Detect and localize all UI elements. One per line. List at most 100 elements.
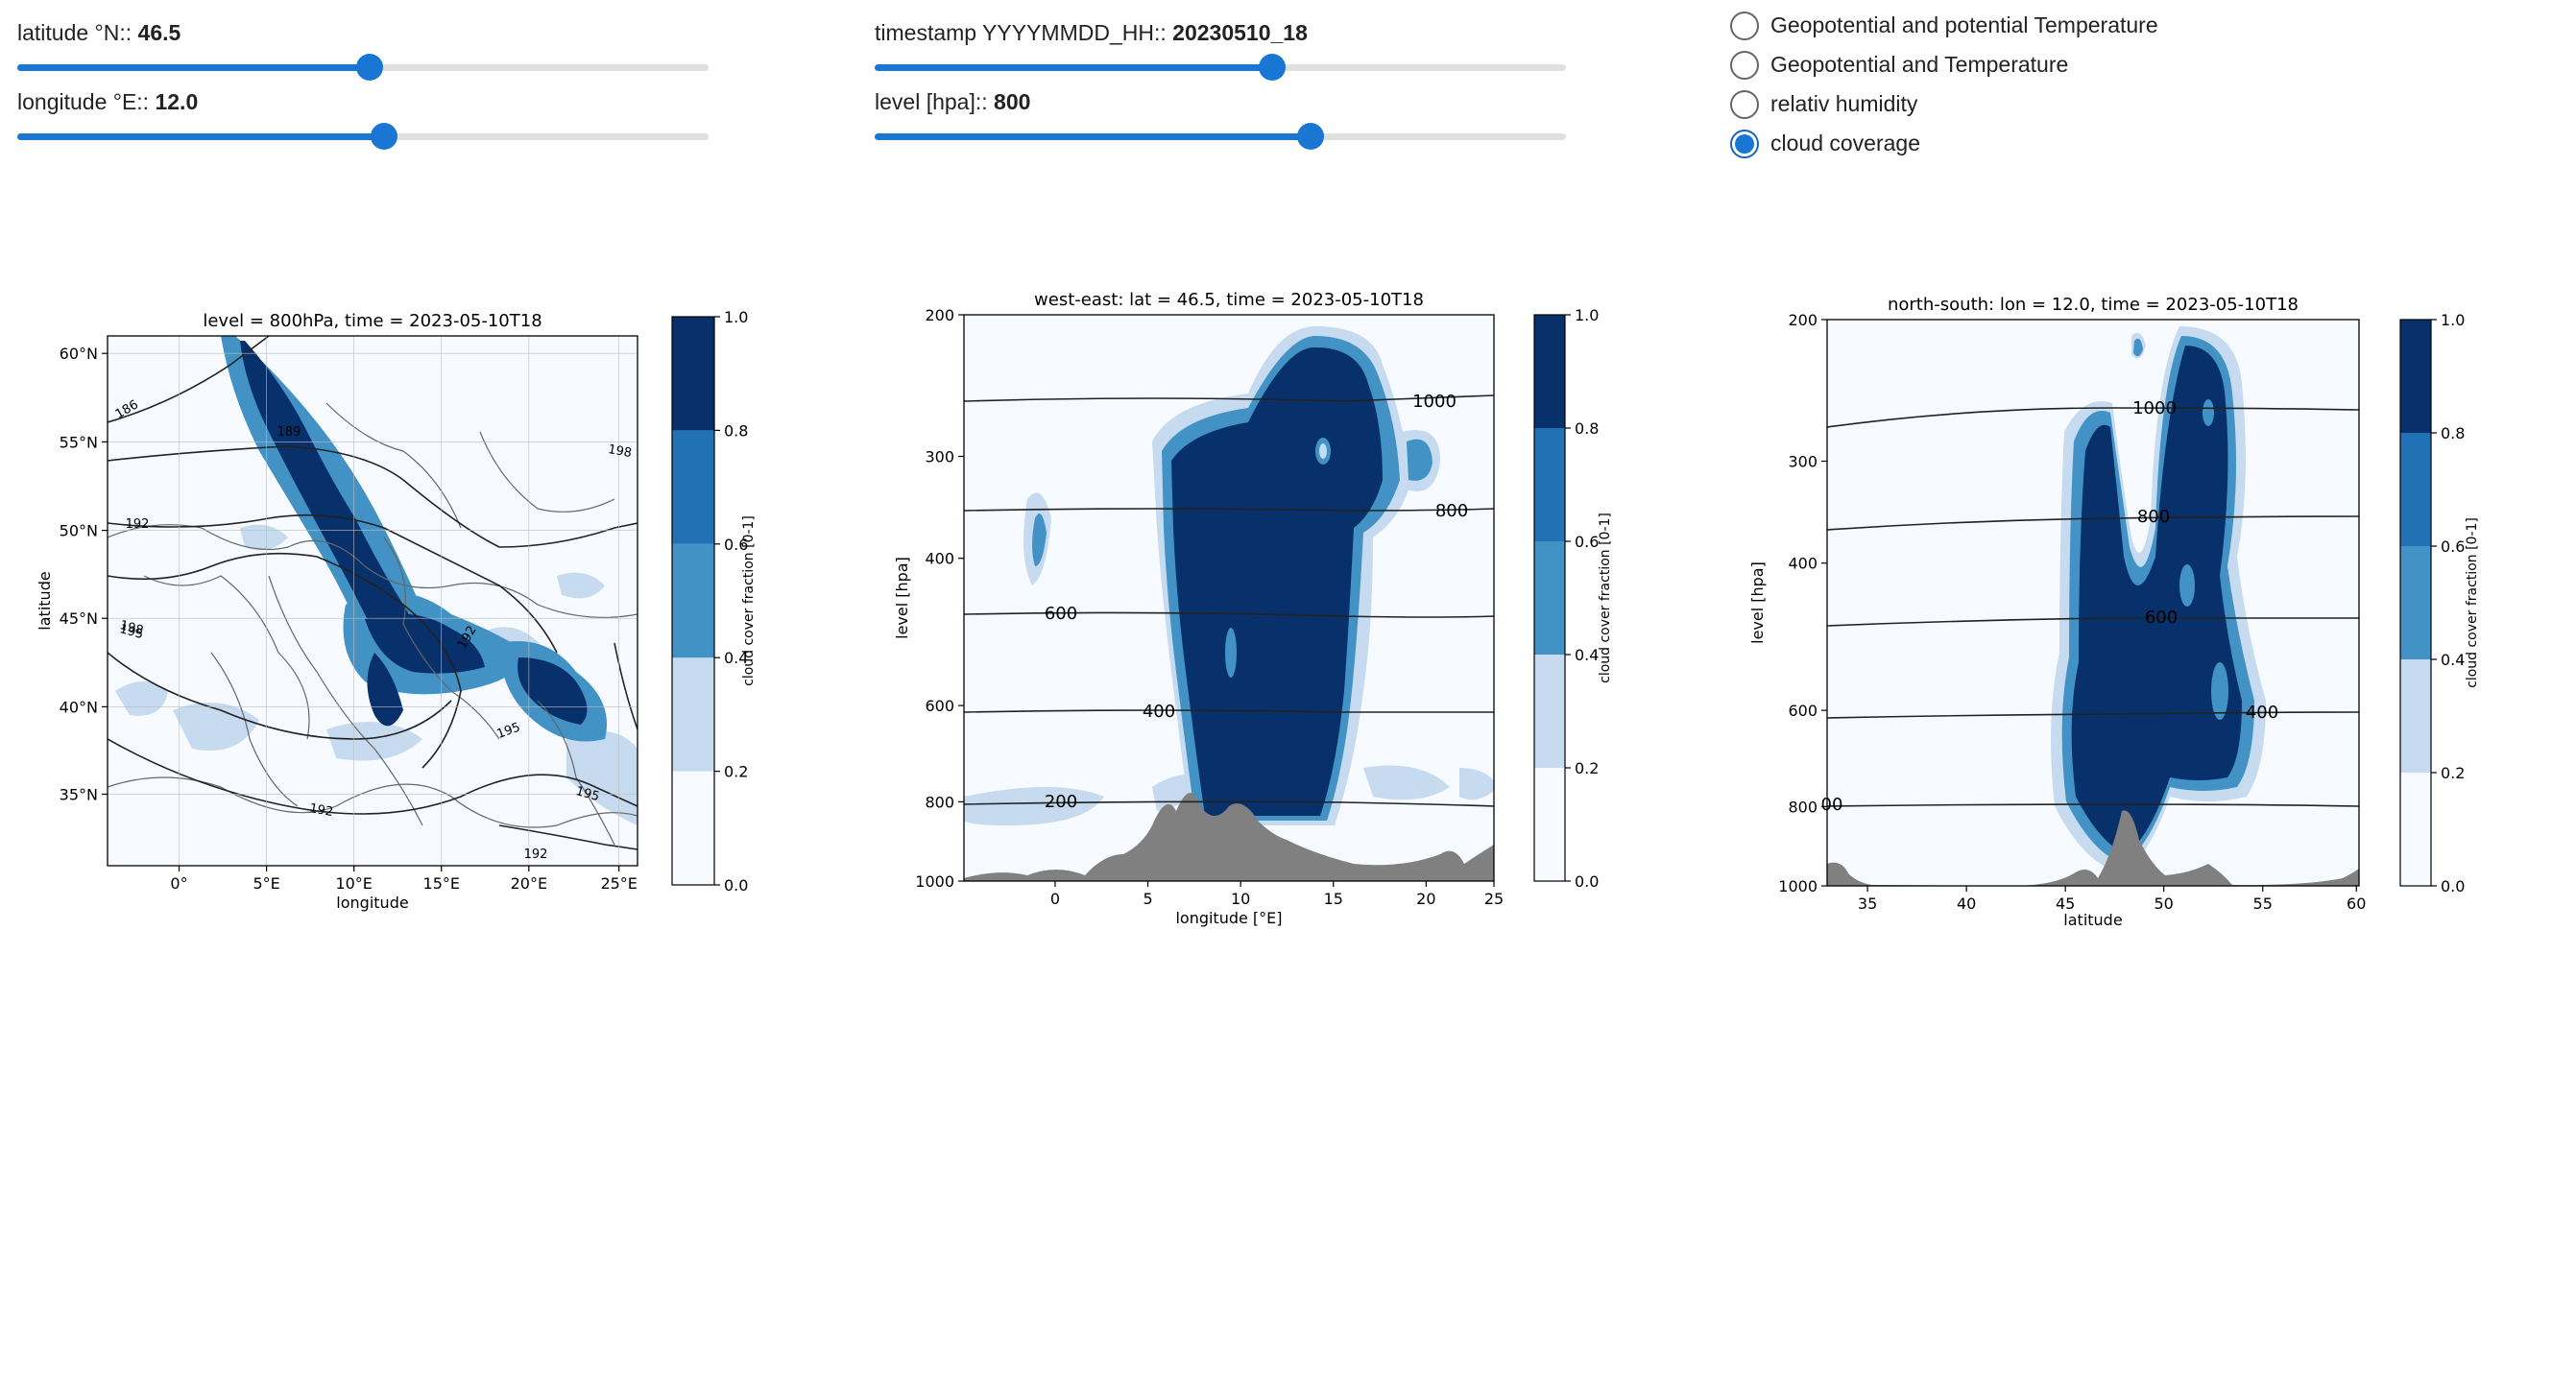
latitude-slider-block: latitude °N:: 46.5 [17, 17, 709, 86]
north-south-contour-label: 800 [2137, 507, 2170, 527]
longitude-slider-thumb[interactable] [370, 123, 397, 150]
map-colorbar-tick-label: 0.0 [724, 876, 748, 895]
map-xtick-label: 20°E [511, 874, 547, 893]
radio-geopotential-potential-temperature[interactable]: Geopotential and potential Temperature [1730, 6, 2158, 45]
radio-circle[interactable] [1730, 11, 1759, 40]
timestamp-slider[interactable] [875, 48, 1566, 86]
west-east-cloud-field [964, 326, 1494, 881]
north-south-xtick-label: 50 [2155, 895, 2174, 913]
west-east-xtick-label: 5 [1143, 890, 1152, 908]
north-south-colorbar-tick-label: 1.0 [2441, 311, 2465, 329]
north-south-xlabel: latitude [2063, 911, 2122, 929]
map-xtick-label: 10°E [335, 874, 372, 893]
north-south-contour-label: 1000 [2132, 398, 2177, 418]
west-east-colorbar-tick-label: 0.0 [1575, 872, 1599, 891]
map-colorbar-tick-label: 0.4 [724, 649, 748, 667]
north-south-colorbar-label: cloud cover fraction [0-1] [2465, 517, 2480, 688]
north-south-plot-svg: 1000 800 600 400 00 35 40 45 50 55 60 200 300 400 600… [1748, 295, 2480, 929]
timestamp-label: timestamp YYYYMMDD_HH:: 20230510_18 [875, 20, 1308, 45]
radio-circle[interactable] [1730, 50, 1759, 80]
level-label: level [hpa]:: 800 [875, 89, 1031, 114]
west-east-contour-label: 800 [1435, 501, 1468, 521]
north-south-colorbar-tick-label: 0.4 [2441, 651, 2465, 669]
map-ytick-label: 35°N [60, 785, 98, 803]
map-ylabel: latitude [36, 571, 54, 630]
north-south-contours [1827, 407, 2359, 807]
north-south-axes: 35 40 45 50 55 60 200 300 400 600 800 1000 [1778, 311, 2366, 913]
west-east-ytick-label: 600 [925, 697, 954, 715]
map-borders [108, 402, 638, 846]
map-colorbar-segment [672, 543, 714, 658]
timestamp-slider-block: timestamp YYYYMMDD_HH:: 20230510_18 [875, 17, 1566, 86]
map-contour-labels: 186189192195198192198192195195192 [113, 397, 633, 862]
map-ytick-label: 40°N [60, 698, 98, 716]
west-east-colorbar-tick-label: 0.8 [1575, 419, 1599, 438]
radio-circle[interactable] [1730, 129, 1759, 158]
level-slider[interactable] [875, 117, 1566, 155]
map-contour-label: 192 [126, 517, 150, 532]
north-south-ytick-label: 800 [1788, 798, 1818, 816]
north-south-colorbar-tick-label: 0.0 [2441, 877, 2465, 895]
map-colorbar-segment [672, 317, 714, 431]
level-slider-block: level [hpa]:: 800 [875, 86, 1566, 155]
latitude-slider-thumb[interactable] [356, 54, 384, 81]
latitude-label: latitude °N:: 46.5 [17, 20, 181, 45]
map-colorbar-tick-label: 0.2 [724, 763, 748, 781]
map-colorbar-tick-label: 0.6 [724, 536, 748, 554]
map-contour-label: 198 [118, 618, 145, 638]
west-east-contour-label: 1000 [1412, 392, 1457, 412]
map-colorbar: 1.0 0.8 0.6 0.4 0.2 0.0 [671, 308, 748, 895]
map-ytick-label: 60°N [60, 345, 98, 363]
west-east-ytick-label: 400 [925, 550, 954, 568]
map-xlabel: longitude [336, 894, 408, 912]
map-contour-label: 189 [277, 425, 301, 440]
west-east-contour-label: 200 [1045, 792, 1077, 812]
west-east-xtick-label: 0 [1050, 890, 1060, 908]
map-xtick-label: 5°E [253, 874, 279, 893]
longitude-label: longitude °E:: 12.0 [17, 89, 199, 114]
west-east-ytick-label: 1000 [915, 872, 954, 891]
west-east-colorbar-segment [1534, 315, 1565, 428]
latitude-value: 46.5 [137, 20, 181, 45]
map-contour-label: 192 [524, 847, 548, 862]
latitude-slider[interactable] [17, 48, 709, 86]
map-contour-label: 195 [574, 784, 601, 804]
north-south-ytick-label: 200 [1788, 311, 1818, 329]
north-south-xtick-label: 60 [2347, 895, 2366, 913]
level-slider-thumb[interactable] [1296, 123, 1324, 150]
north-south-xtick-label: 55 [2253, 895, 2273, 913]
north-south-ytick-label: 1000 [1778, 877, 1818, 895]
radio-relativ-humidity[interactable]: relativ humidity [1730, 84, 2158, 124]
radio-circle[interactable] [1730, 89, 1759, 119]
level-value: 800 [994, 89, 1031, 114]
west-east-colorbar-segment [1534, 655, 1565, 768]
north-south-contour-label: 00 [1821, 795, 1843, 815]
west-east-plot-svg: 1000 800 600 400 200 0 5 10 15 20 25 200 300 400 600 8… [893, 290, 1613, 927]
north-south-colorbar-segment [2400, 773, 2431, 886]
north-south-xtick-label: 40 [1957, 895, 1976, 913]
west-east-contour-label: 400 [1143, 702, 1175, 722]
west-east-contour-labels: 1000 800 600 400 200 [1045, 392, 1468, 812]
north-south-colorbar-tick-label: 0.2 [2441, 764, 2465, 782]
west-east-xlabel: longitude [°E] [1175, 909, 1282, 927]
west-east-colorbar-segment [1534, 768, 1565, 881]
map-colorbar-segment [672, 771, 714, 885]
radio-geopotential-temperature[interactable]: Geopotential and Temperature [1730, 45, 2158, 84]
map-plot-svg: 186189192195198192198192195195192 0°5°E1… [36, 308, 757, 912]
map-contour-label: 192 [308, 801, 334, 820]
north-south-contour-label: 400 [2246, 703, 2278, 723]
north-south-ytick-label: 300 [1788, 453, 1818, 471]
north-south-xtick-label: 45 [2056, 895, 2075, 913]
west-east-colorbar-tick-label: 0.4 [1575, 646, 1599, 664]
west-east-contour-label: 600 [1045, 604, 1077, 624]
west-east-colorbar-tick-label: 0.2 [1575, 759, 1599, 777]
map-axes: 0° 5°E 10°E 15°E 20°E 25°E 35°N 40°N 45°N 50°N 55°… [60, 345, 638, 893]
longitude-slider[interactable] [17, 117, 709, 155]
north-south-ytick-label: 600 [1788, 702, 1818, 720]
map-colorbar-segment [672, 657, 714, 772]
north-south-xtick-label: 35 [1858, 895, 1877, 913]
timestamp-slider-thumb[interactable] [1259, 54, 1286, 81]
map-plot: 186189192195198192198192195195192 0°5°E1… [0, 288, 835, 941]
north-south-colorbar-segment [2400, 659, 2431, 773]
radio-cloud-coverage[interactable]: cloud coverage [1730, 124, 2158, 163]
